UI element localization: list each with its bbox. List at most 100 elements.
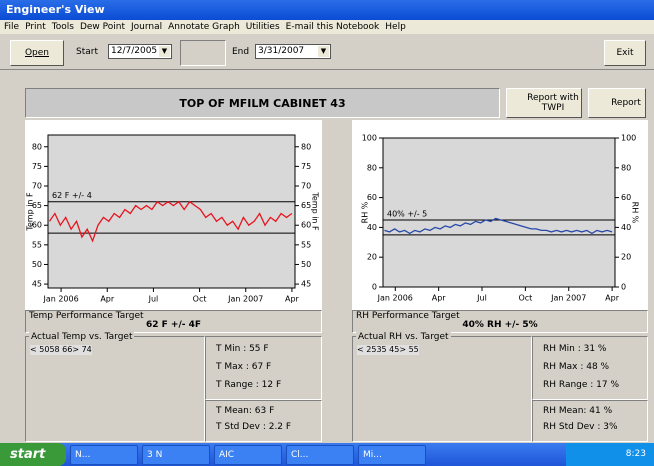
x-tick-label: Jan 2006: [42, 295, 78, 304]
menu-item[interactable]: Tools: [52, 20, 74, 34]
menu-item[interactable]: Utilities: [246, 20, 280, 34]
stat: T Mean: 63 F: [216, 406, 321, 416]
histogram-label: 58 66: [49, 345, 72, 354]
target-value: 62 F +/- 4F: [25, 310, 322, 333]
stat: T Max : 67 F: [216, 362, 321, 372]
y-tick-label-right: 55: [301, 240, 311, 249]
y-tick-label: 80: [367, 163, 377, 172]
histogram-label: < 25: [357, 345, 376, 354]
y-tick-label: 0: [372, 283, 377, 292]
y-tick-label-right: 40: [621, 223, 631, 232]
y-axis-label-right: RH %: [631, 202, 640, 224]
menu-item[interactable]: Journal: [131, 20, 162, 34]
y-axis-label: Temp in F: [26, 192, 35, 232]
y-tick-label-right: 50: [301, 260, 311, 269]
y-tick-label-right: 0: [621, 283, 626, 292]
menu-item[interactable]: Help: [385, 20, 406, 34]
start-button[interactable]: start: [0, 443, 66, 466]
histogram-label: > 55: [399, 345, 418, 354]
y-tick-label: 55: [32, 240, 42, 249]
histogram-label: < 50: [30, 345, 49, 354]
x-tick-label: Oct: [193, 295, 207, 304]
y-tick-label: 50: [32, 260, 42, 269]
menu-bar: File Print Tools Dew Point Journal Annotate G…: [0, 20, 654, 34]
target-value: 40% RH +/- 5%: [352, 310, 648, 333]
y-axis-label-right: Temp in F: [311, 191, 320, 231]
histogram-box: < 5058 66> 74: [25, 336, 205, 442]
histogram: < 2535 45> 55: [357, 345, 419, 355]
open-button[interactable]: Open: [10, 40, 64, 66]
stat: RH Std Dev : 3%: [543, 422, 647, 432]
x-tick-label: Jul: [476, 294, 487, 303]
menu-item[interactable]: E-mail this Notebook: [286, 20, 380, 34]
histogram-label: 35 45: [376, 345, 399, 354]
task-button[interactable]: 3 N: [142, 445, 210, 465]
x-tick-label: Apr: [285, 295, 300, 304]
stat: RH Min : 31 %: [543, 344, 647, 354]
x-tick-label: Apr: [605, 294, 620, 303]
task-button[interactable]: N...: [70, 445, 138, 465]
stats-box: RH Min : 31 % RH Max : 48 % RH Range : 17 …: [532, 336, 648, 400]
exit-button[interactable]: Exit: [604, 40, 646, 66]
task-button[interactable]: AIC: [214, 445, 282, 465]
y-tick-label-right: 60: [621, 193, 631, 202]
stat: RH Range : 17 %: [543, 380, 647, 390]
y-tick-label-right: 20: [621, 253, 631, 262]
stat: T Std Dev : 2.2 F: [216, 422, 321, 432]
y-tick-label: 100: [362, 134, 377, 143]
y-tick-label: 60: [367, 193, 377, 202]
x-tick-label: Oct: [518, 294, 532, 303]
histogram-title: Actual RH vs. Target: [356, 332, 451, 342]
y-tick-label: 75: [32, 162, 42, 171]
open-label: Open: [25, 48, 49, 58]
start-label: Start: [76, 47, 98, 57]
stats-box: T Min : 55 F T Max : 67 F T Range : 12 F: [205, 336, 322, 400]
app-window: Engineer's View File Print Tools Dew Point J…: [0, 0, 654, 466]
histogram-label: > 74: [72, 345, 91, 354]
report-twpi-button[interactable]: Report with TWPI: [506, 88, 582, 118]
menu-item[interactable]: Annotate Graph: [168, 20, 240, 34]
end-date[interactable]: 3/31/2007: [255, 44, 331, 59]
location-title: TOP OF MFILM CABINET 43: [25, 88, 500, 118]
menu-item[interactable]: File: [4, 20, 19, 34]
task-button[interactable]: Cl...: [286, 445, 354, 465]
stats-box: T Mean: 63 F T Std Dev : 2.2 F: [205, 400, 322, 442]
y-tick-label-right: 75: [301, 162, 311, 171]
y-tick-label: 45: [32, 280, 42, 289]
y-tick-label-right: 65: [301, 201, 311, 210]
y-tick-label-right: 80: [301, 142, 311, 151]
x-tick-label: Apr: [432, 294, 447, 303]
title-bar: Engineer's View: [0, 0, 654, 20]
x-tick-label: Jan 2006: [377, 294, 413, 303]
y-tick-label-right: 45: [301, 280, 311, 289]
y-tick-label: 20: [367, 253, 377, 262]
menu-item[interactable]: Dew Point: [80, 20, 125, 34]
stats-box: RH Mean: 41 % RH Std Dev : 3%: [532, 400, 648, 442]
y-tick-label-right: 80: [621, 163, 631, 172]
end-label: End: [232, 47, 249, 57]
y-tick-label-right: 60: [301, 221, 311, 230]
menu-item[interactable]: Print: [25, 20, 46, 34]
rh-panel: RH Performance Target40% RH +/- 5%< 2535…: [352, 310, 648, 442]
stat: RH Mean: 41 %: [543, 406, 647, 416]
y-tick-label: 80: [32, 142, 42, 151]
y-tick-label-right: 100: [621, 134, 636, 143]
histogram: < 5058 66> 74: [30, 345, 92, 355]
target-label: 62 F +/- 4: [52, 191, 92, 200]
y-axis-label: RH %: [361, 201, 370, 223]
plot-area: [48, 135, 295, 288]
target-label: 40% +/- 5: [387, 209, 427, 218]
report-button[interactable]: Report: [588, 88, 646, 118]
task-button[interactable]: Mi...: [358, 445, 426, 465]
histogram-title: Actual Temp vs. Target: [29, 332, 134, 342]
start-date[interactable]: 12/7/2005: [108, 44, 172, 59]
x-tick-label: Jan 2007: [227, 295, 263, 304]
stat: T Range : 12 F: [216, 380, 321, 390]
x-tick-label: Jan 2007: [550, 294, 586, 303]
stat: T Min : 55 F: [216, 344, 321, 354]
stat: RH Max : 48 %: [543, 362, 647, 372]
